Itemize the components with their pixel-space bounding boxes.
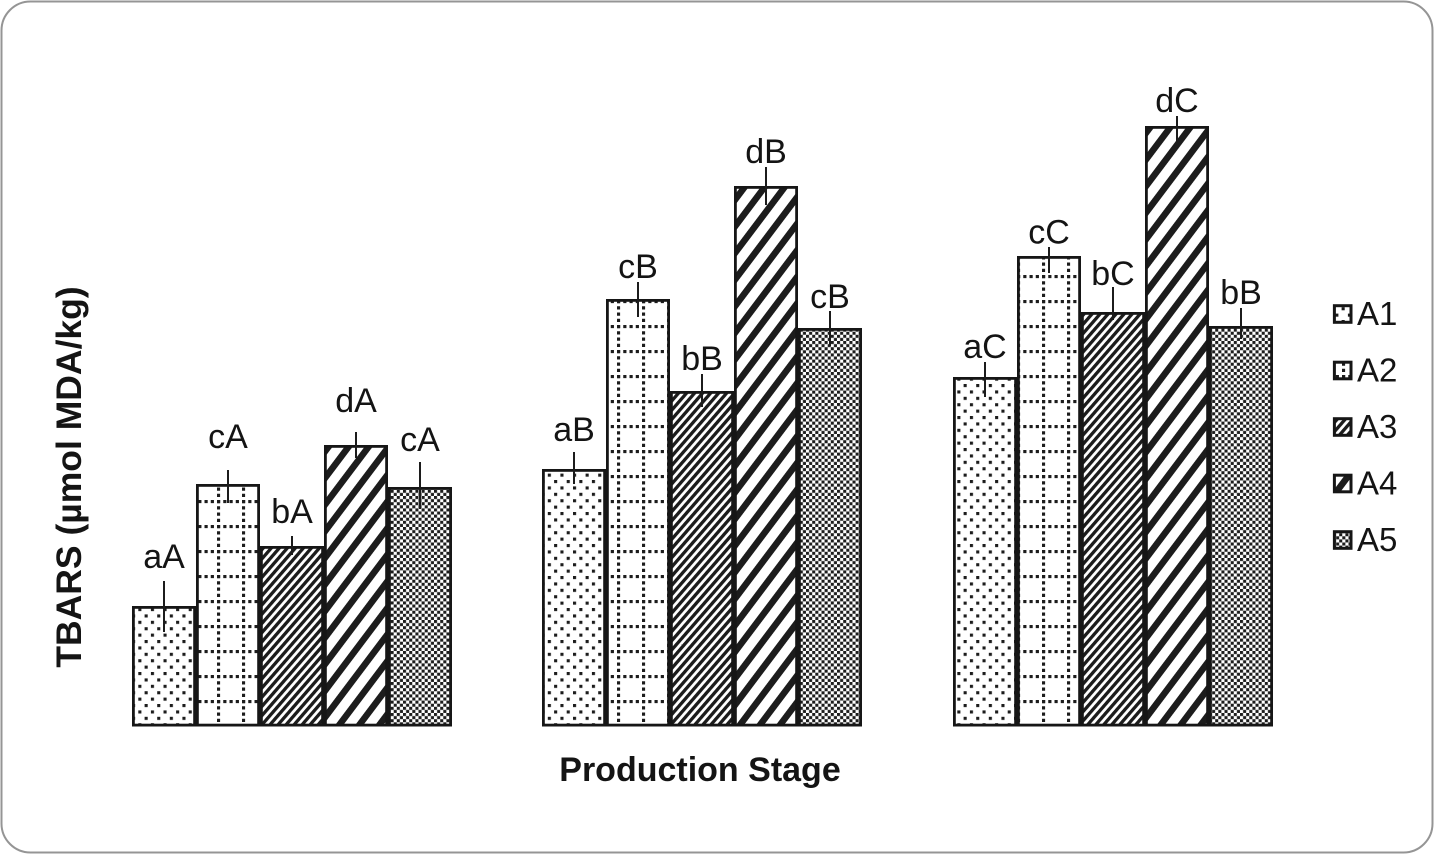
svg-text:A1: A1: [1357, 295, 1397, 332]
svg-text:cA: cA: [208, 418, 248, 456]
svg-text:TBARS (µmol MDA/kg): TBARS (µmol MDA/kg): [49, 286, 89, 667]
svg-text:A5: A5: [1357, 521, 1397, 558]
svg-text:bB: bB: [1220, 274, 1262, 312]
svg-text:cB: cB: [618, 248, 658, 286]
svg-text:aC: aC: [963, 328, 1006, 366]
svg-text:aA: aA: [143, 538, 185, 576]
svg-text:bA: bA: [271, 493, 313, 531]
svg-text:Production Stage: Production Stage: [559, 751, 840, 789]
svg-text:A4: A4: [1357, 465, 1397, 502]
svg-text:dA: dA: [335, 382, 377, 420]
svg-text:A3: A3: [1357, 408, 1397, 445]
svg-text:bC: bC: [1091, 255, 1134, 293]
svg-text:dB: dB: [745, 133, 787, 171]
svg-text:A2: A2: [1357, 352, 1397, 389]
svg-text:bB: bB: [681, 340, 723, 378]
svg-text:cC: cC: [1028, 214, 1070, 252]
svg-text:dC: dC: [1155, 82, 1198, 120]
svg-text:cA: cA: [400, 421, 440, 459]
svg-text:aB: aB: [553, 411, 595, 449]
svg-text:cB: cB: [810, 278, 850, 316]
